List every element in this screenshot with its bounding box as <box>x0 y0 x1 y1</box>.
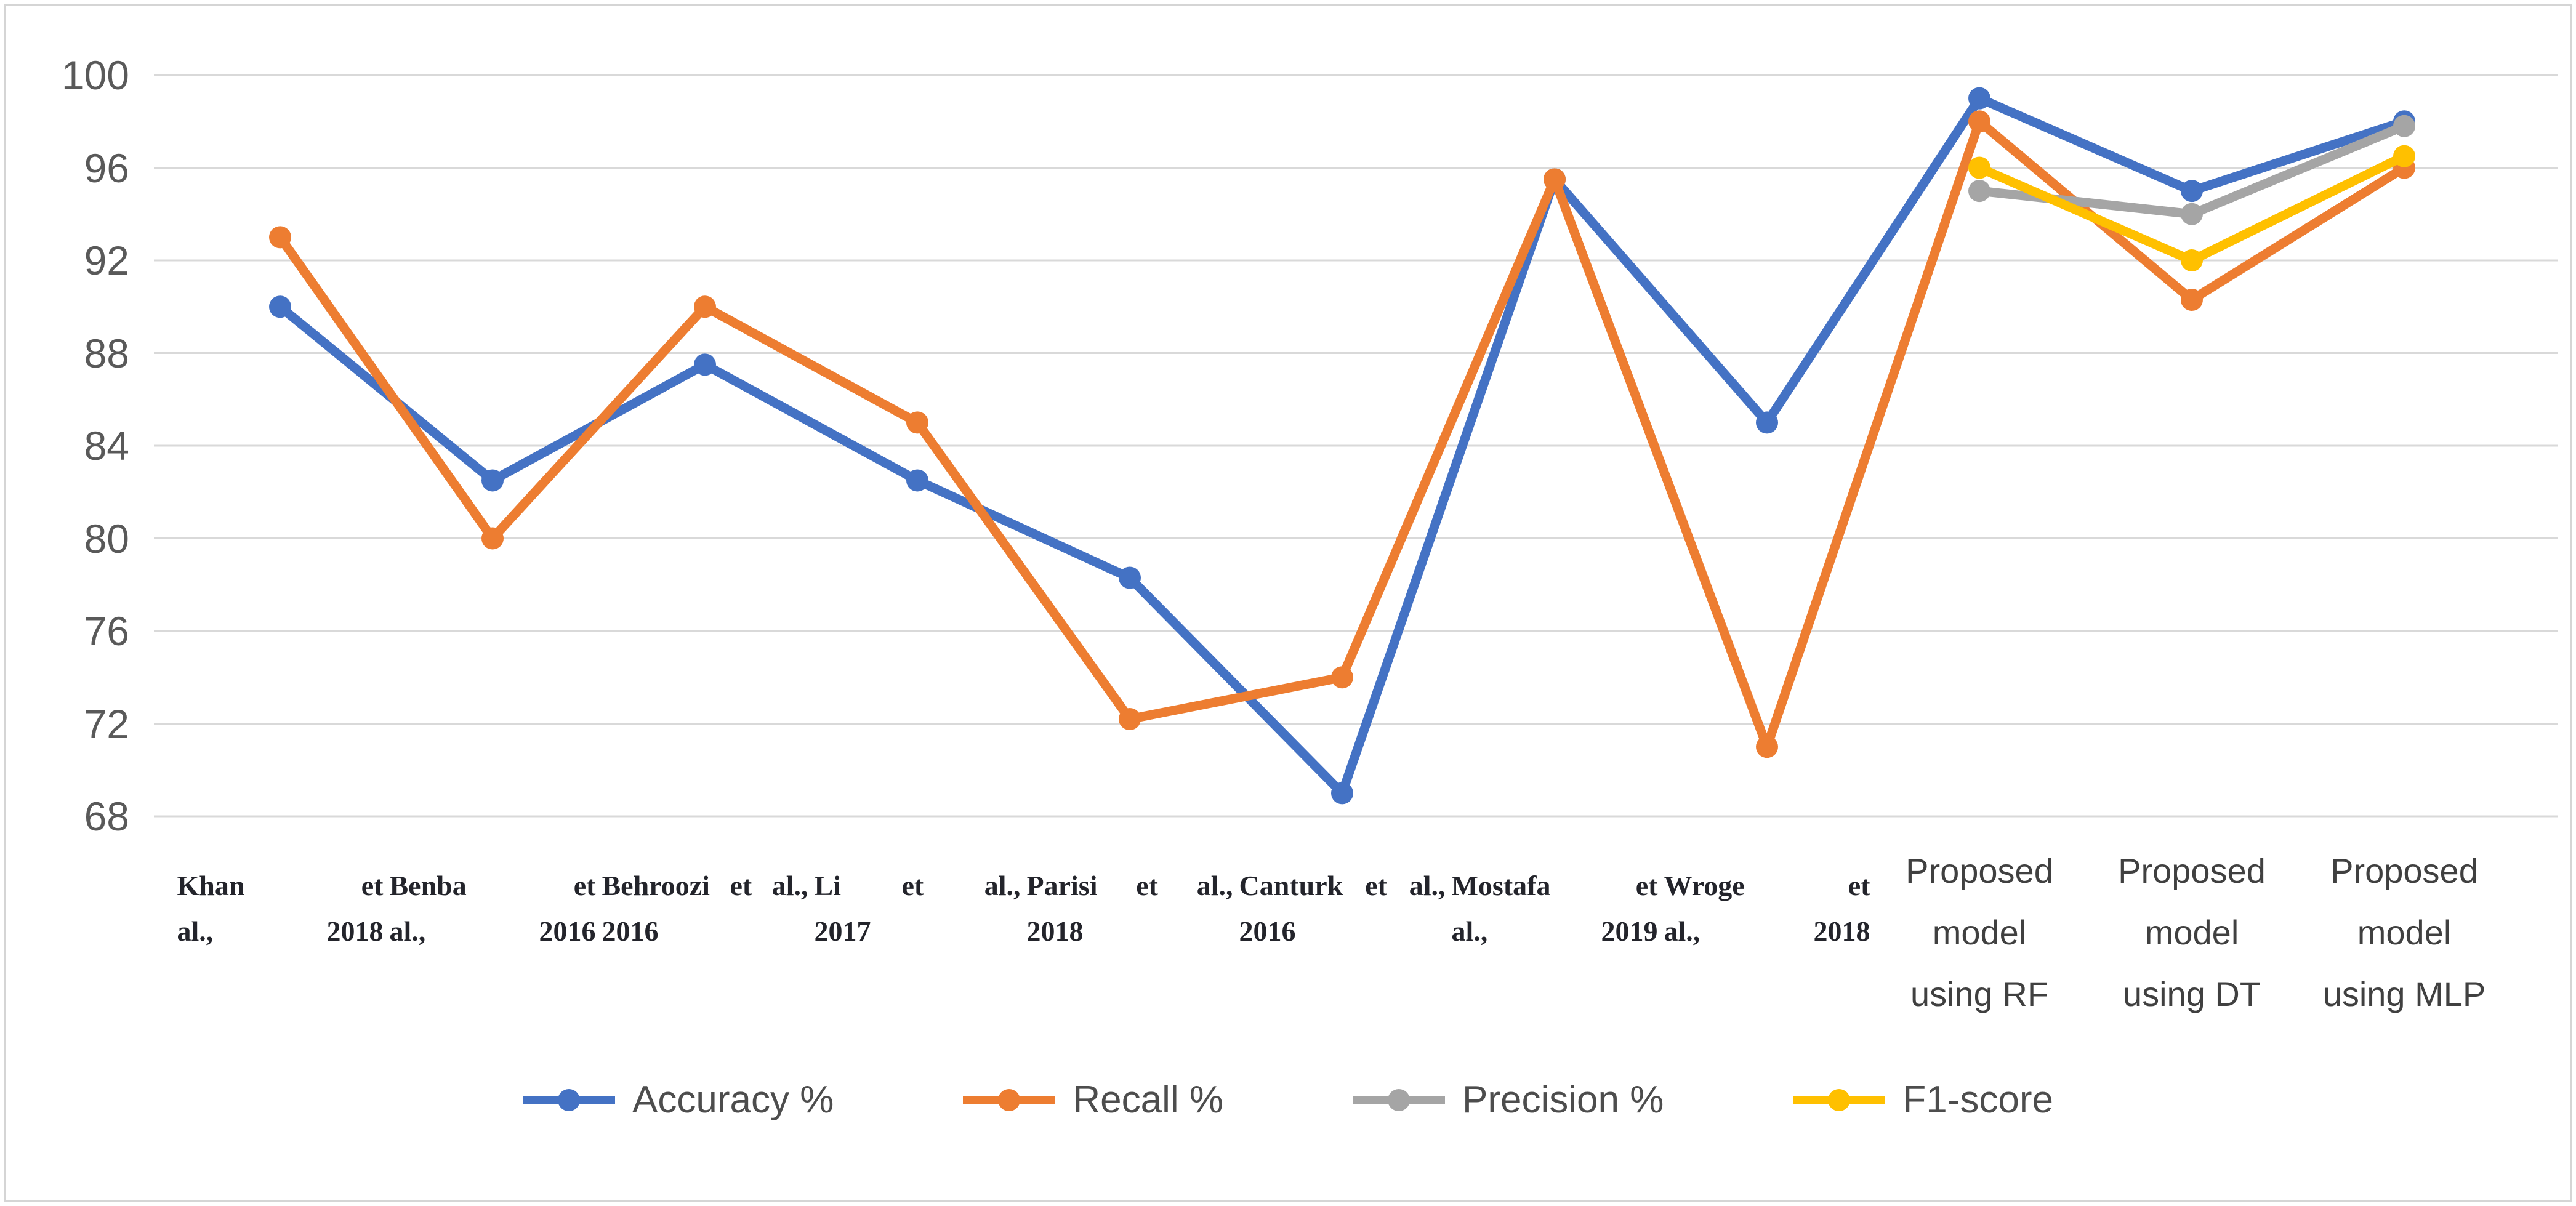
x-label-line: using DT <box>2122 975 2261 1013</box>
data-point <box>1119 707 1141 730</box>
x-label-line: model <box>2357 913 2452 952</box>
x-label-line: Wroge et <box>1664 870 1870 901</box>
x-label-line: al., 2016 <box>389 915 596 947</box>
data-point <box>2393 145 2415 167</box>
data-point <box>1119 566 1141 589</box>
data-point <box>269 226 291 249</box>
y-tick-label: 100 <box>61 52 129 98</box>
data-point <box>2181 288 2203 311</box>
data-point <box>1331 782 1353 805</box>
legend-label: Recall % <box>1073 1079 1223 1121</box>
data-point <box>1968 110 1990 133</box>
x-label-line: Canturk et al., <box>1239 870 1446 901</box>
x-label-line: al., 2018 <box>177 915 384 947</box>
x-label-line: Parisi et al., <box>1026 870 1233 901</box>
data-point <box>906 469 928 492</box>
x-label-line: model <box>1932 913 2027 952</box>
x-label-line: Behroozi et al., <box>602 870 808 901</box>
category-label: Proposed model using MLP <box>2290 840 2518 1025</box>
data-point <box>2181 203 2203 225</box>
data-point <box>694 295 716 318</box>
data-point <box>694 353 716 376</box>
legend-line-marker-icon <box>963 1088 1056 1112</box>
category-label: Wroge et al., 2018 <box>1664 863 1870 954</box>
legend-label: Accuracy % <box>632 1079 834 1121</box>
data-point <box>1968 180 1990 203</box>
data-point <box>481 527 504 550</box>
legend-item-f1-score: F1-score <box>1793 1081 2053 1119</box>
data-point <box>269 295 291 318</box>
y-tick-label: 88 <box>84 330 129 376</box>
x-label-line: Proposed <box>1906 851 2053 890</box>
legend-label: F1-score <box>1902 1079 2053 1121</box>
legend-item-precision-: Precision % <box>1353 1081 1664 1119</box>
x-label-line: Li et al., <box>814 870 1021 901</box>
data-point <box>1968 156 1990 179</box>
data-point <box>906 411 928 434</box>
category-label: Canturk et al., 2016 <box>1239 863 1446 954</box>
x-label-line: 2017 <box>814 915 871 947</box>
category-label: Proposed model using DT <box>2078 840 2306 1025</box>
legend-line-marker-icon <box>523 1088 616 1112</box>
category-label: Li et al., 2017 <box>815 863 1021 954</box>
legend-label: Precision % <box>1462 1079 1664 1121</box>
x-label-line: using MLP <box>2322 975 2486 1013</box>
y-tick-label: 72 <box>84 701 129 747</box>
chart-legend: Accuracy % Recall % Precision % F1-score <box>0 1060 2576 1140</box>
x-label-line: Benba et <box>389 870 596 901</box>
x-label-line: using RF <box>1910 975 2049 1013</box>
legend-line-marker-icon <box>1793 1088 1886 1112</box>
x-label-line: al., 2018 <box>1664 915 1870 947</box>
x-label-line: 2016 <box>602 915 659 947</box>
x-label-line: 2018 <box>1026 915 1084 947</box>
data-point <box>2181 180 2203 203</box>
y-tick-label: 96 <box>84 145 129 191</box>
data-point <box>1331 666 1353 689</box>
category-label: Proposed model using RF <box>1866 840 2093 1025</box>
legend-line-marker-icon <box>1353 1088 1445 1112</box>
data-point <box>1544 168 1566 191</box>
x-label-line: Proposed <box>2118 851 2266 890</box>
data-point <box>1756 736 1778 758</box>
x-label-line: Proposed <box>2330 851 2478 890</box>
y-tick-label: 68 <box>84 794 129 839</box>
data-point <box>481 469 504 492</box>
x-label-line: Khan et <box>177 870 384 901</box>
y-tick-label: 84 <box>84 423 129 468</box>
legend-item-accuracy-: Accuracy % <box>523 1081 834 1119</box>
y-tick-label: 76 <box>84 608 129 654</box>
x-label-line: model <box>2144 913 2239 952</box>
y-tick-label: 92 <box>84 238 129 283</box>
category-label: Behroozi et al., 2016 <box>602 863 808 954</box>
category-label: Mostafa et al., 2019 <box>1452 863 1658 954</box>
x-label-line: 2016 <box>1239 915 1296 947</box>
data-point <box>2393 115 2415 137</box>
category-label: Parisi et al., 2018 <box>1027 863 1233 954</box>
data-point <box>2181 249 2203 271</box>
category-label: Benba et al., 2016 <box>390 863 596 954</box>
x-label-line: Mostafa et <box>1451 870 1658 901</box>
legend-item-recall-: Recall % <box>963 1081 1223 1119</box>
data-point <box>1756 411 1778 434</box>
x-label-line: al., 2019 <box>1451 915 1658 947</box>
category-label: Khan et al., 2018 <box>177 863 384 954</box>
data-point <box>1968 87 1990 110</box>
y-tick-label: 80 <box>84 515 129 561</box>
